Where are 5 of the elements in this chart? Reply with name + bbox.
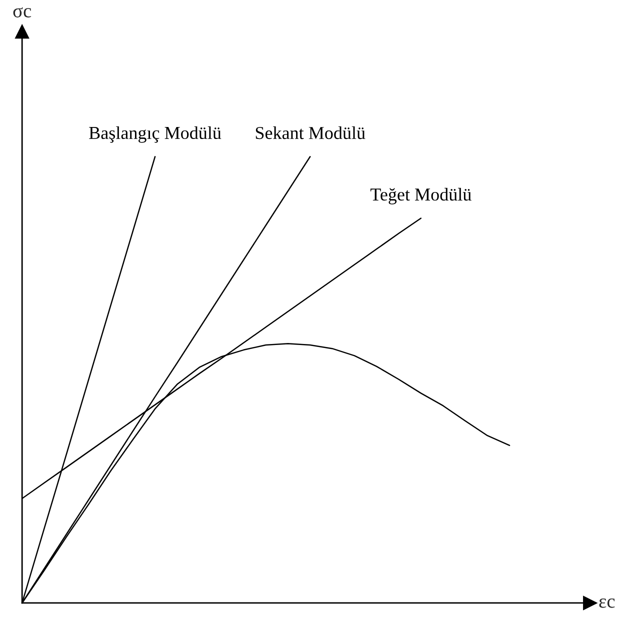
x-axis-title: εc [599, 598, 615, 608]
series-label: Başlangıç Modülü [89, 126, 222, 143]
series-label: Teğet Modülü [370, 188, 472, 204]
text: σc [13, 7, 32, 18]
series-label: Sekant Modülü [256, 126, 366, 140]
